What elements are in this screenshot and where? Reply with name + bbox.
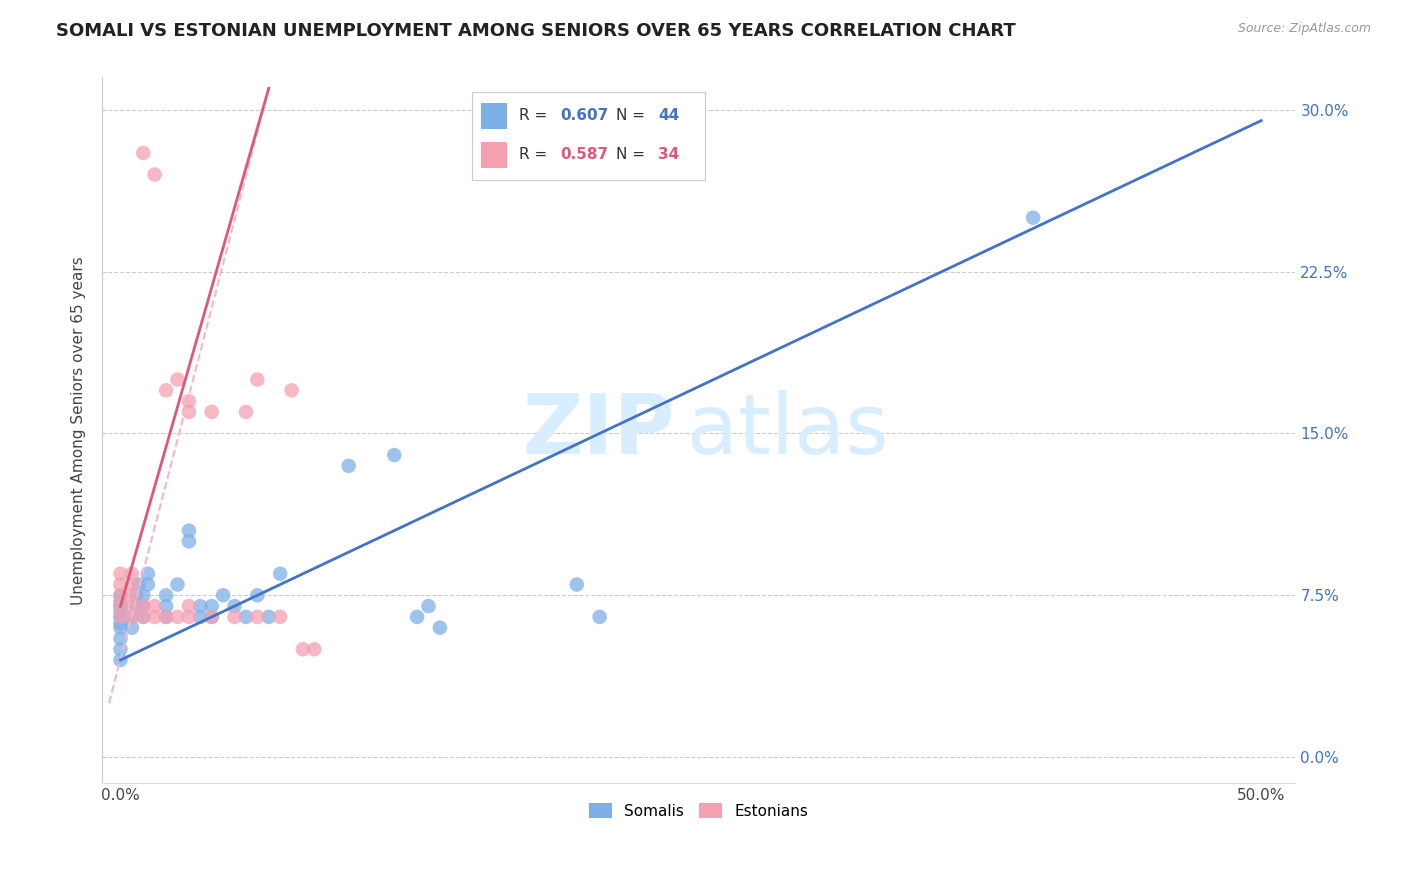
Point xyxy=(136,577,159,591)
Point xyxy=(143,610,166,624)
Point xyxy=(166,372,188,386)
Point xyxy=(110,566,132,581)
Point xyxy=(188,610,211,624)
Point xyxy=(132,588,155,602)
Point xyxy=(110,632,132,646)
Point xyxy=(110,599,132,613)
Point xyxy=(132,599,155,613)
Point xyxy=(224,610,246,624)
Point xyxy=(110,642,132,657)
Point xyxy=(125,599,148,613)
Point xyxy=(121,566,143,581)
Point xyxy=(132,599,155,613)
Point xyxy=(188,599,211,613)
Point xyxy=(143,599,166,613)
Point xyxy=(143,168,166,182)
Point xyxy=(337,458,360,473)
Point xyxy=(110,610,132,624)
Point xyxy=(304,642,326,657)
Text: atlas: atlas xyxy=(688,390,889,471)
Point xyxy=(246,610,269,624)
Point xyxy=(246,372,269,386)
Point xyxy=(201,610,224,624)
Text: ZIP: ZIP xyxy=(523,390,675,471)
Point xyxy=(1022,211,1045,225)
Point xyxy=(110,603,132,617)
Point xyxy=(110,610,132,624)
Point xyxy=(269,610,291,624)
Point xyxy=(155,610,177,624)
Point xyxy=(166,610,188,624)
Point xyxy=(588,610,610,624)
Point xyxy=(177,405,200,419)
Point xyxy=(121,621,143,635)
Point xyxy=(121,599,143,613)
Point xyxy=(166,577,188,591)
Point xyxy=(212,588,235,602)
Point xyxy=(429,621,451,635)
Point xyxy=(235,405,257,419)
Point xyxy=(269,566,291,581)
Point xyxy=(201,405,224,419)
Point xyxy=(121,577,143,591)
Point xyxy=(406,610,429,624)
Point xyxy=(132,145,155,160)
Point xyxy=(246,588,269,602)
Point xyxy=(128,577,150,591)
Point xyxy=(235,610,257,624)
Text: SOMALI VS ESTONIAN UNEMPLOYMENT AMONG SENIORS OVER 65 YEARS CORRELATION CHART: SOMALI VS ESTONIAN UNEMPLOYMENT AMONG SE… xyxy=(56,22,1017,40)
Point xyxy=(121,610,143,624)
Point xyxy=(280,384,302,398)
Point xyxy=(291,642,314,657)
Point xyxy=(177,534,200,549)
Point xyxy=(177,610,200,624)
Point xyxy=(177,599,200,613)
Point xyxy=(155,588,177,602)
Point xyxy=(224,599,246,613)
Point xyxy=(110,621,132,635)
Point xyxy=(121,588,143,602)
Point xyxy=(201,610,224,624)
Point xyxy=(155,599,177,613)
Point xyxy=(110,588,132,602)
Point xyxy=(132,610,155,624)
Point xyxy=(110,599,132,613)
Point xyxy=(121,610,143,624)
Point xyxy=(110,616,132,631)
Legend: Somalis, Estonians: Somalis, Estonians xyxy=(583,797,814,825)
Text: Source: ZipAtlas.com: Source: ZipAtlas.com xyxy=(1237,22,1371,36)
Point xyxy=(110,577,132,591)
Point xyxy=(201,599,224,613)
Point xyxy=(257,610,280,624)
Point xyxy=(110,588,132,602)
Point xyxy=(136,566,159,581)
Point xyxy=(155,610,177,624)
Point xyxy=(565,577,588,591)
Point xyxy=(418,599,440,613)
Point xyxy=(177,394,200,409)
Point xyxy=(177,524,200,538)
Y-axis label: Unemployment Among Seniors over 65 years: Unemployment Among Seniors over 65 years xyxy=(72,256,86,605)
Point xyxy=(110,595,132,609)
Point xyxy=(132,610,155,624)
Point xyxy=(125,588,148,602)
Point xyxy=(382,448,405,462)
Point xyxy=(110,653,132,667)
Point xyxy=(155,384,177,398)
